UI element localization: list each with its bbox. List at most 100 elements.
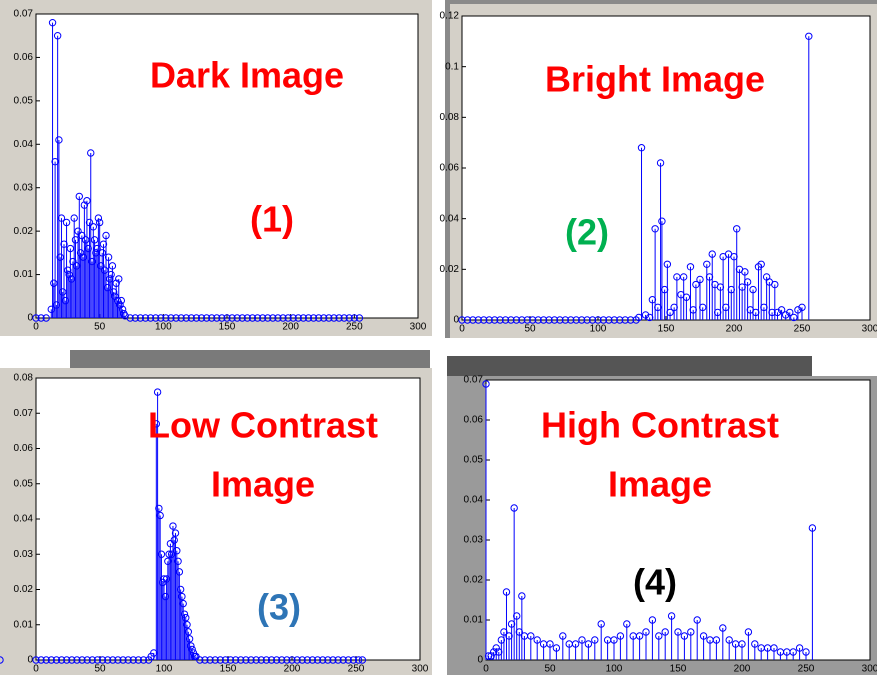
y-tick-label: 0.03 (14, 182, 34, 193)
stem-marker (64, 266, 72, 274)
stem-marker (489, 648, 498, 656)
stem-marker (648, 616, 657, 624)
stem-marker (172, 314, 180, 322)
stem-marker (109, 288, 118, 296)
stem-marker (696, 275, 704, 284)
stem-marker (131, 314, 140, 322)
stem-marker (74, 227, 82, 235)
stem-marker (162, 314, 170, 322)
stem-marker (114, 656, 122, 664)
stem-marker (201, 656, 209, 664)
stem-marker (719, 624, 727, 632)
stem-marker (577, 316, 586, 324)
stem-marker (57, 656, 66, 664)
stem-marker (725, 636, 733, 644)
stem-marker (129, 656, 137, 664)
stem-marker (495, 648, 503, 656)
y-tick-label: 0.04 (440, 213, 460, 224)
stem-marker (789, 648, 797, 656)
stem-marker (350, 314, 359, 322)
stem-marker (656, 159, 665, 167)
x-tick-label: 250 (794, 324, 811, 335)
x-tick-label: 300 (412, 664, 429, 675)
stem-marker (183, 621, 191, 629)
stem-marker (770, 644, 778, 652)
stem-marker (117, 296, 126, 305)
stem-marker (221, 656, 230, 664)
stem-marker (533, 636, 541, 644)
stem-marker (743, 278, 752, 286)
stem-marker (515, 628, 523, 636)
stem-marker (134, 656, 143, 664)
stem-marker (550, 316, 559, 324)
stem-marker (708, 250, 716, 258)
stem-marker (93, 656, 102, 664)
stem-marker (733, 225, 741, 233)
stem-marker (53, 32, 62, 40)
stem-marker (699, 303, 707, 312)
stem-marker (185, 635, 194, 643)
x-tick-label: 150 (670, 664, 687, 675)
stem-marker (182, 614, 190, 622)
stem-marker (329, 656, 337, 664)
stem-marker (37, 656, 45, 664)
y-tick-label: 0.04 (14, 139, 34, 150)
stem-marker (284, 314, 292, 322)
stem-marker (118, 305, 127, 314)
y-tick-label: 0.01 (14, 619, 34, 630)
stem-marker (334, 656, 342, 664)
stem-marker (279, 314, 287, 322)
stem-marker (324, 656, 332, 664)
stem-marker (527, 632, 535, 640)
y-tick-label: 0 (27, 655, 33, 666)
stem-marker (635, 632, 644, 640)
stem-marker (115, 275, 123, 283)
stem-marker (180, 610, 189, 618)
stem-marker (60, 240, 68, 248)
stem-marker (578, 636, 586, 644)
stem-marker (667, 612, 676, 620)
stem-marker (75, 192, 83, 201)
stem-marker (160, 575, 168, 583)
stem-marker (78, 231, 86, 240)
stem-marker (588, 316, 597, 324)
stem-marker (63, 656, 71, 664)
stem-marker (626, 316, 635, 324)
stem-marker (790, 313, 798, 322)
stem-marker (141, 314, 150, 322)
stem-marker (84, 244, 92, 253)
stem-marker (485, 316, 493, 324)
stem-marker (161, 592, 169, 601)
stem-marker (651, 225, 659, 233)
stem-marker (42, 656, 50, 664)
stem-marker (187, 314, 196, 322)
stem-marker (69, 257, 77, 266)
stem-marker (243, 314, 252, 322)
y-tick-label: 0.05 (14, 95, 34, 106)
stem-marker (103, 283, 112, 292)
stem-marker (187, 642, 195, 650)
y-tick-label: 0.07 (464, 375, 484, 386)
stem-marker (510, 504, 518, 512)
axes-background (461, 15, 871, 321)
stem-marker (167, 550, 176, 558)
stem-marker (703, 260, 711, 268)
stem-marker (152, 420, 161, 428)
chart-label: (4) (633, 562, 677, 603)
stem-marker (757, 260, 765, 268)
stem-marker (157, 314, 165, 322)
stem-marker (52, 301, 61, 309)
stem-marker (583, 316, 591, 324)
chart-title: Image (211, 464, 315, 505)
stem-marker (661, 628, 669, 636)
y-tick-label: 0.05 (14, 478, 34, 489)
stem-marker (262, 656, 271, 664)
stem-marker (354, 656, 363, 664)
stem-marker (749, 285, 757, 294)
stem-marker (283, 656, 291, 664)
stem-marker (231, 656, 240, 664)
stem-marker (206, 656, 214, 664)
image-strip (70, 350, 430, 370)
stem-marker (197, 314, 206, 322)
